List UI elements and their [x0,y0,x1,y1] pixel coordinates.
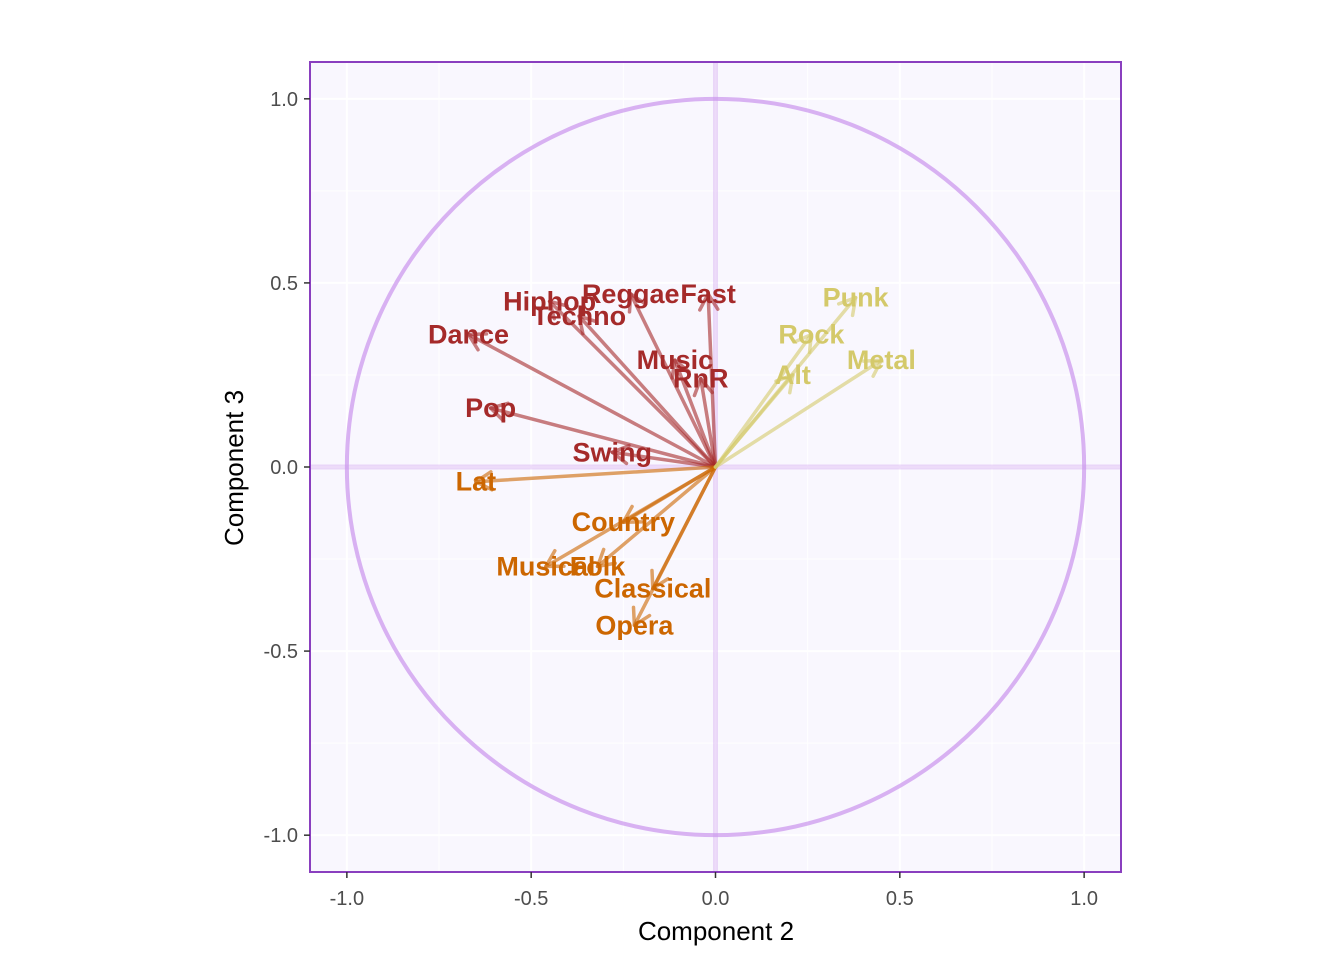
label-pop: Pop [465,393,516,423]
x-tick-label-0: -1.0 [330,888,364,910]
y-tick-label-3: 0.5 [270,273,298,295]
arrow-opera [632,465,718,628]
y-tick-label-1: -0.5 [264,641,298,663]
arrow-musical [544,465,718,569]
x-tick-label-2: 0.0 [702,888,730,910]
arrow-folk [595,465,718,569]
arrowhead-fast [698,292,720,312]
arrowhead-pop [488,401,510,423]
label-alt: Alt [775,360,811,390]
arrowhead-alt [774,373,795,395]
label-folk: Folk [570,551,626,581]
arrow-pop [488,406,718,469]
arrow-reggae [628,292,718,469]
loading-arrows [466,292,884,628]
label-punk: Punk [823,283,890,313]
label-dance: Dance [428,319,509,349]
label-country: Country [572,507,676,537]
arrow-swing [610,450,718,469]
label-music: Music [637,345,714,375]
arrowhead-hiphop [547,299,569,321]
y-tick-label-4: 1.0 [270,89,298,111]
label-fast: Fast [680,279,736,309]
y-tick-label-2: 0.0 [270,457,298,479]
arrow-rock [713,332,814,469]
arrowhead-swing [610,443,631,466]
arrow-hiphop [547,299,718,469]
label-techno: Techno [532,301,626,331]
arrowhead-music [670,358,691,380]
label-reggae: Reggae [582,279,680,309]
label-classical: Classical [594,574,711,604]
label-lat: Lat [456,467,497,497]
x-axis-title: Component 2 [638,916,794,946]
arrowhead-rnr [692,376,714,398]
arrow-fast [706,292,718,469]
arrow-dance [466,332,718,469]
arrowhead-metal [861,358,884,378]
arrowhead-reggae [627,292,648,314]
label-musical: Musical [496,551,595,581]
y-axis-title: Component 3 [219,390,249,546]
arrow-alt [713,373,795,469]
unit-circle [344,96,1087,838]
arrowhead-punk [836,295,858,318]
x-tick-label-4: 1.0 [1070,888,1098,910]
label-rnr: RnR [673,364,729,394]
label-rock: Rock [778,319,845,349]
label-opera: Opera [595,610,674,640]
x-tick-label-3: 0.5 [886,888,914,910]
label-metal: Metal [847,345,916,375]
arrowhead-techno [577,314,598,336]
label-swing: Swing [573,437,653,467]
arrowhead-folk [595,547,618,569]
arrow-techno [577,314,718,469]
arrowhead-opera [631,605,652,628]
arrowhead-lat [474,470,494,492]
arrowhead-rock [793,332,814,355]
arrow-lat [474,465,718,484]
label-hiphop: Hiphop [503,286,596,316]
arrowhead-dance [466,332,489,352]
y-tick-label-0: -1.0 [264,825,298,847]
arrow-metal [713,358,884,469]
arrow-music [673,358,718,469]
arrowhead-musical [544,549,566,569]
arrow-rnr [699,376,718,469]
x-tick-label-1: -0.5 [514,888,548,910]
axes: -1.0 -0.5 0.0 0.5 1.0 -1.0 -0.5 0.0 0.5 1.0 [264,89,1099,910]
